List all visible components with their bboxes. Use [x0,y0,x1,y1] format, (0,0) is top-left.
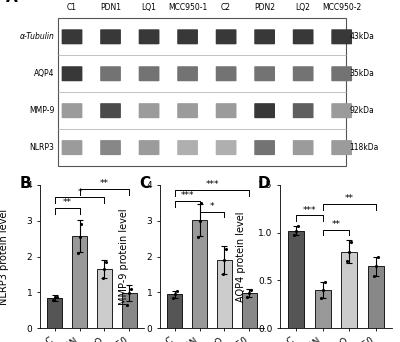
FancyBboxPatch shape [139,29,160,44]
FancyBboxPatch shape [62,66,82,81]
FancyBboxPatch shape [177,29,198,44]
Bar [315,290,331,328]
Text: 43kDa: 43kDa [350,32,374,41]
FancyBboxPatch shape [216,103,236,118]
Text: MMP-9: MMP-9 [29,106,54,115]
Text: LQ2: LQ2 [296,3,310,12]
Text: *: * [210,202,214,211]
Text: NLRP3: NLRP3 [30,143,54,152]
Bar [97,269,112,328]
FancyBboxPatch shape [331,140,352,155]
Bar [341,252,357,328]
FancyBboxPatch shape [254,66,275,81]
Text: PDN1: PDN1 [100,3,121,12]
FancyBboxPatch shape [100,103,121,118]
FancyBboxPatch shape [139,66,160,81]
Text: **: ** [63,198,72,207]
Text: 35kDa: 35kDa [350,69,374,78]
FancyBboxPatch shape [177,140,198,155]
FancyBboxPatch shape [331,66,352,81]
FancyBboxPatch shape [62,103,82,118]
Bar [192,220,207,328]
Y-axis label: AQP4 protein level: AQP4 protein level [236,211,246,302]
Text: ***: *** [205,180,219,189]
FancyBboxPatch shape [62,29,82,44]
FancyBboxPatch shape [139,103,160,118]
Y-axis label: MMP-9 protein level: MMP-9 protein level [119,208,129,305]
FancyBboxPatch shape [100,66,121,81]
Text: C1: C1 [67,3,77,12]
Text: *: * [77,187,82,197]
FancyBboxPatch shape [177,66,198,81]
Text: **: ** [332,220,340,229]
Text: AQP4: AQP4 [34,69,54,78]
Bar [288,231,304,328]
FancyBboxPatch shape [216,140,236,155]
FancyBboxPatch shape [331,103,352,118]
FancyBboxPatch shape [254,140,275,155]
Bar [242,293,256,328]
Bar [368,266,384,328]
Text: C2: C2 [221,3,231,12]
Text: D: D [258,176,270,191]
Text: A: A [6,0,18,5]
Text: PDN2: PDN2 [254,3,275,12]
Y-axis label: NLRP3 protein level: NLRP3 protein level [0,208,9,305]
FancyBboxPatch shape [100,140,121,155]
FancyBboxPatch shape [177,103,198,118]
FancyBboxPatch shape [293,140,314,155]
Text: MCC950-2: MCC950-2 [322,3,361,12]
FancyBboxPatch shape [293,29,314,44]
Text: ***: *** [302,206,316,215]
Text: 118kDa: 118kDa [350,143,379,152]
FancyBboxPatch shape [58,18,346,166]
Text: **: ** [345,194,354,203]
FancyBboxPatch shape [139,140,160,155]
Text: LQ1: LQ1 [142,3,156,12]
Text: 92kDa: 92kDa [350,106,374,115]
Text: MCC950-1: MCC950-1 [168,3,207,12]
Bar [168,294,182,328]
Bar [217,260,232,328]
Text: C: C [139,176,150,191]
Text: α-Tubulin: α-Tubulin [20,32,54,41]
FancyBboxPatch shape [216,29,236,44]
Bar [48,298,62,328]
FancyBboxPatch shape [216,66,236,81]
FancyBboxPatch shape [100,29,121,44]
FancyBboxPatch shape [62,140,82,155]
FancyBboxPatch shape [254,29,275,44]
Bar [122,293,136,328]
Text: B: B [19,176,31,191]
FancyBboxPatch shape [254,103,275,118]
FancyBboxPatch shape [331,29,352,44]
Bar [72,236,87,328]
FancyBboxPatch shape [293,66,314,81]
Text: **: ** [100,179,109,188]
FancyBboxPatch shape [293,103,314,118]
Text: ***: *** [180,191,194,200]
